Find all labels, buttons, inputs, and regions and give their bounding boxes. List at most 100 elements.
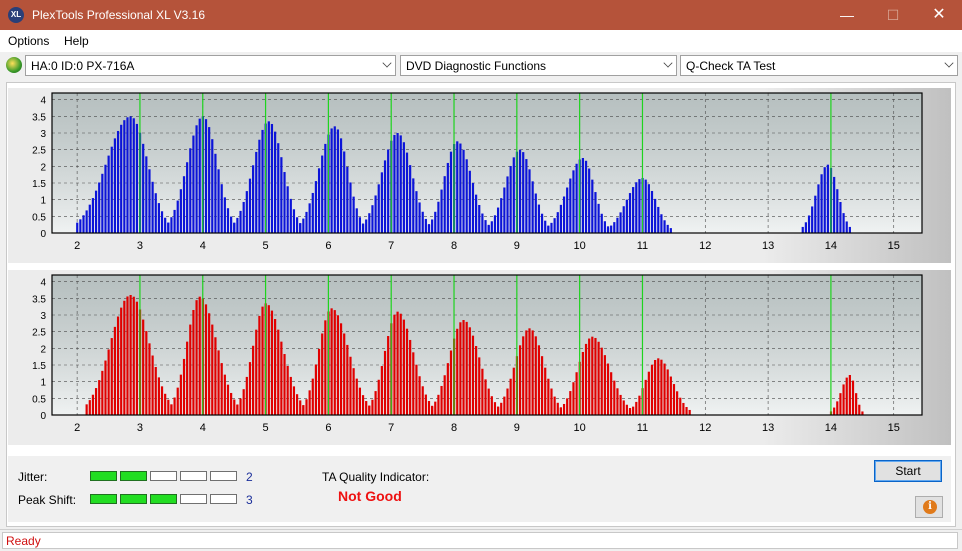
data-bar	[295, 394, 299, 415]
data-bar	[160, 386, 164, 415]
x-tick-label: 14	[825, 422, 837, 434]
data-bar	[91, 198, 95, 233]
meter-segment	[180, 471, 207, 481]
data-bar	[534, 193, 537, 233]
data-bar	[361, 224, 365, 233]
data-bar	[449, 151, 453, 233]
data-bar	[186, 162, 189, 233]
y-tick-label: 0.5	[32, 212, 46, 223]
data-bar	[211, 324, 214, 415]
data-bar	[405, 328, 409, 415]
jitter-value: 2	[246, 470, 253, 484]
data-bar	[317, 348, 321, 415]
data-bar	[638, 395, 641, 415]
y-tick-label: 1	[40, 378, 46, 389]
data-bar	[496, 407, 500, 415]
results-panel: Jitter: 2 Peak Shift: 3 TA Quality Indic…	[8, 456, 951, 522]
data-bar	[858, 404, 861, 415]
data-bar	[374, 195, 377, 233]
drive-select-value: HA:0 ID:0 PX-716A	[31, 59, 135, 73]
data-bar	[811, 206, 814, 233]
peak-shift-value: 3	[246, 493, 253, 507]
data-bar	[176, 200, 179, 233]
data-bar	[110, 338, 113, 415]
data-bar	[610, 372, 613, 415]
y-tick-label: 1.5	[32, 361, 46, 372]
data-bar	[409, 339, 412, 415]
data-bar	[581, 158, 584, 233]
data-bar	[666, 224, 669, 233]
data-bar	[104, 164, 107, 233]
data-bar	[189, 324, 192, 415]
drive-select[interactable]: HA:0 ID:0 PX-716A	[25, 55, 396, 76]
data-bar	[352, 368, 355, 415]
maximize-button[interactable]: ☐	[886, 7, 900, 23]
x-tick-label: 4	[200, 240, 206, 252]
data-bar	[405, 152, 409, 233]
data-bar	[848, 226, 851, 233]
data-bar	[628, 193, 632, 233]
data-bar	[248, 178, 252, 233]
info-button[interactable]: i	[915, 496, 943, 518]
data-bar	[289, 376, 292, 415]
test-select[interactable]: Q-Check TA Test	[680, 55, 958, 76]
data-bar	[456, 141, 459, 233]
data-bar	[371, 205, 374, 233]
data-bar	[198, 296, 201, 415]
y-tick-label: 4	[40, 96, 46, 107]
data-bar	[861, 411, 864, 415]
data-bar	[358, 217, 361, 233]
start-button[interactable]: Start	[874, 460, 942, 482]
data-bar	[308, 203, 311, 233]
minimize-button[interactable]: —	[840, 7, 854, 23]
close-button[interactable]: ✕	[932, 6, 946, 23]
data-bar	[478, 204, 481, 233]
data-bar	[575, 372, 578, 415]
data-bar	[132, 296, 135, 415]
ta-quality-label: TA Quality Indicator:	[322, 470, 430, 484]
data-bar	[129, 116, 132, 233]
data-bar	[418, 202, 421, 233]
data-bar	[270, 124, 274, 233]
data-bar	[456, 328, 459, 415]
data-bar	[569, 391, 572, 415]
menu-help[interactable]: Help	[64, 34, 89, 48]
data-bar	[619, 212, 622, 233]
data-bar	[496, 207, 500, 233]
data-bar	[211, 139, 214, 233]
y-tick-label: 0.5	[32, 394, 46, 405]
data-bar	[399, 313, 402, 415]
data-bar	[500, 198, 503, 233]
function-select[interactable]: DVD Diagnostic Functions	[400, 55, 677, 76]
x-tick-label: 4	[200, 422, 206, 434]
window-title: PlexTools Professional XL V3.16	[32, 8, 205, 22]
data-bar	[299, 223, 302, 233]
menu-options[interactable]: Options	[8, 34, 50, 48]
data-bar	[129, 295, 132, 415]
chart-top-svg: 0 0.5 1 1.5 2 2.5 3 3.5 4 2 3 4 5 6 7 8 9 10 11 12 13 14 15	[32, 92, 923, 252]
data-bar	[581, 351, 584, 415]
data-bar	[421, 386, 424, 415]
data-bar	[289, 198, 292, 233]
data-bar	[91, 394, 95, 415]
data-bar	[528, 169, 531, 233]
data-bar	[842, 213, 845, 233]
y-tick-label: 3.5	[32, 112, 46, 123]
data-bar	[145, 156, 148, 233]
data-bar	[148, 169, 151, 233]
data-bar	[660, 359, 663, 415]
data-bar	[217, 169, 220, 233]
data-bar	[465, 159, 468, 233]
data-bar	[236, 405, 239, 415]
data-bar	[277, 143, 280, 233]
data-bar	[525, 159, 528, 233]
data-bar	[562, 196, 566, 233]
data-bar	[82, 215, 85, 233]
data-bar	[493, 215, 497, 233]
data-bar	[522, 152, 525, 233]
data-bar	[343, 151, 346, 233]
data-bar	[113, 138, 117, 233]
data-bar	[346, 344, 349, 415]
data-bar	[85, 404, 88, 415]
data-bar	[556, 402, 559, 415]
